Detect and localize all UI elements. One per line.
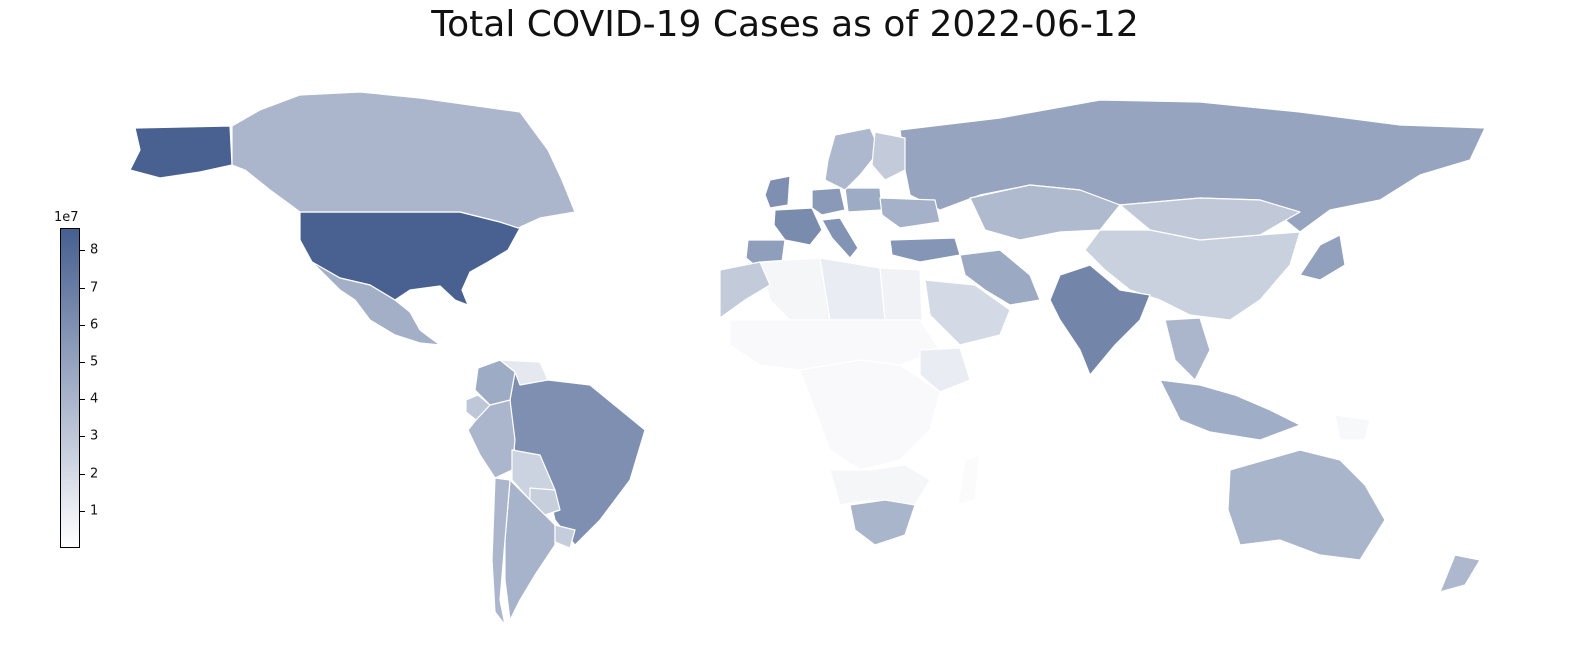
country-japan: Japan [1299, 234, 1346, 281]
colorbar-tick-label: 5 [90, 354, 99, 370]
colorbar-tick [80, 399, 85, 401]
colorbar-tick-label: 8 [90, 242, 99, 258]
country-scandinavia: Scandinavia [824, 127, 881, 191]
country-russia: Russia [899, 99, 1486, 233]
country-libya: Libya [819, 257, 886, 321]
country-southeast-asia: Southeast Asia [1164, 317, 1211, 381]
colorbar-tick [80, 473, 85, 475]
country-southern-africa: Southern Africa [829, 464, 931, 506]
country-turkey: Turkey [889, 237, 961, 263]
country-germany: Germany [811, 187, 846, 216]
colorbar-tick [80, 361, 85, 363]
colorbar-gradient [60, 228, 80, 548]
country-india: India [1049, 264, 1151, 376]
country-uruguay: Uruguay [554, 524, 576, 549]
country-paraguay: Paraguay [529, 487, 561, 516]
country-central-africa: Central Africa [799, 359, 941, 471]
country-madagascar: Madagascar [957, 454, 981, 506]
country-indonesia: Indonesia [1159, 379, 1301, 441]
colorbar-tick [80, 510, 85, 512]
colorbar-tick-label: 3 [90, 428, 99, 444]
colorbar-tick [80, 324, 85, 326]
country-ukraine: Ukraine [879, 197, 941, 229]
country-poland: Poland [844, 187, 883, 213]
country-sahel: Sahel [729, 319, 941, 371]
country-south-africa: South Africa [849, 499, 916, 546]
country-ecuador: Ecuador [465, 394, 491, 421]
colorbar-tick-label: 2 [90, 466, 99, 482]
colorbar-tick [80, 436, 85, 438]
country-new-zealand: New Zealand [1439, 554, 1481, 593]
country-papua-new-guinea: Papua New Guinea [1334, 414, 1371, 441]
country-greenland: Greenland [539, 71, 641, 116]
country-egypt: Egypt [879, 267, 923, 321]
country-morocco: Morocco [719, 261, 771, 319]
colorbar-tick [80, 250, 85, 252]
map-title: Total COVID-19 Cases as of 2022-06-12 [431, 4, 1139, 45]
colorbar-tick-label: 4 [90, 391, 99, 407]
country-algeria: Algeria [759, 257, 831, 331]
country-venezuela: Venezuela [499, 359, 549, 386]
colorbar-tick-label: 1 [90, 503, 99, 519]
country-australia: Australia [1227, 449, 1386, 561]
country-mongolia: Mongolia [1119, 197, 1301, 241]
colorbar-tick [80, 287, 85, 289]
colorbar: 1e7 1 2 3 4 5 6 7 8 [48, 210, 128, 560]
colorbar-exponent-label: 1e7 [54, 210, 79, 225]
country-italy: Italy [821, 217, 859, 259]
country-united-kingdom: United Kingdom [764, 175, 791, 209]
country-canada: Canada [231, 91, 576, 229]
country-finland: Finland [871, 131, 906, 181]
colorbar-tick-label: 7 [90, 280, 99, 296]
country-iran: Iran [959, 249, 1041, 306]
country-ethiopia: Ethiopia [919, 347, 971, 393]
colorbar-tick-label: 6 [90, 317, 99, 333]
country-mexico: Mexico [311, 261, 441, 346]
country-saudi-arabia: Saudi Arabia [924, 279, 1011, 346]
country-kazakhstan: Kazakhstan [969, 184, 1121, 241]
country-chile: Chile [491, 477, 511, 626]
